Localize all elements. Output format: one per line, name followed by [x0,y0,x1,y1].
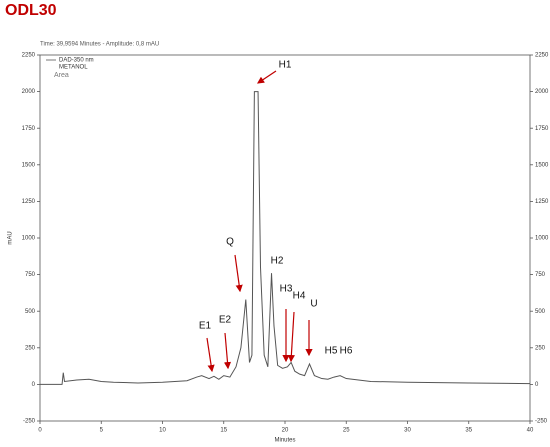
peak-label: H2 [271,256,284,267]
peak-label: H6 [340,346,353,357]
chart-title: ODL30 [5,2,57,19]
chart-subtitle: Time: 39,9594 Minutes - Amplitude: 0,8 m… [40,42,159,48]
peak-label: E2 [219,315,232,326]
y-tick-label: -250 [23,419,36,425]
x-tick-label: 10 [159,428,166,434]
y-tick-label: 2250 [22,53,36,59]
peak-label: U [310,299,317,310]
x-tick-label: 5 [100,428,104,434]
y2-tick-label: 750 [535,272,546,278]
y2-tick-label: 250 [535,345,546,351]
peak-label: H5 [325,346,338,357]
peak-arrow [287,311,295,363]
y2-tick-label: 0 [535,382,539,388]
peak-label: H1 [279,60,292,71]
x-tick-label: 0 [38,428,42,434]
peak-arrow [223,332,232,370]
y2-tick-label: 2000 [535,89,549,95]
y-tick-label: 750 [25,272,36,278]
x-axis-label: Minutes [274,438,295,444]
y2-tick-label: 2250 [535,53,549,59]
y2-tick-label: 1500 [535,162,549,168]
y-tick-label: 1750 [22,126,36,132]
y2-tick-label: 1750 [535,126,549,132]
peak-label: H3 [280,284,293,295]
x-tick-label: 25 [343,428,350,434]
legend-entry: Area [54,72,69,79]
chromatogram-line [40,91,531,385]
legend-entry: DAD-350 nm [59,58,94,64]
y2-tick-label: 1250 [535,199,549,205]
plot-frame [39,54,531,422]
peak-label: E1 [199,321,212,332]
y2-tick-label: 1000 [535,236,549,242]
y-tick-label: 2000 [22,89,36,95]
y-tick-label: 250 [25,345,36,351]
peak-label: Q [226,237,234,248]
y2-tick-label: -250 [535,419,548,425]
peak-arrow [257,70,277,84]
peak-arrow [234,254,243,293]
x-tick-label: 40 [527,428,534,434]
y-tick-label: 1250 [22,199,36,205]
y2-tick-label: 500 [535,309,546,315]
peak-arrow [206,337,215,373]
y-axis-label: mAU [8,231,14,244]
y-tick-label: 500 [25,309,36,315]
y-tick-label: 0 [32,382,36,388]
peak-label: H4 [293,291,306,302]
x-tick-label: 20 [282,428,289,434]
legend-entry: METANOL [59,65,88,71]
x-tick-label: 30 [404,428,411,434]
x-tick-label: 15 [220,428,227,434]
y-tick-label: 1000 [22,236,36,242]
y-tick-label: 1500 [22,162,36,168]
x-tick-label: 35 [465,428,472,434]
